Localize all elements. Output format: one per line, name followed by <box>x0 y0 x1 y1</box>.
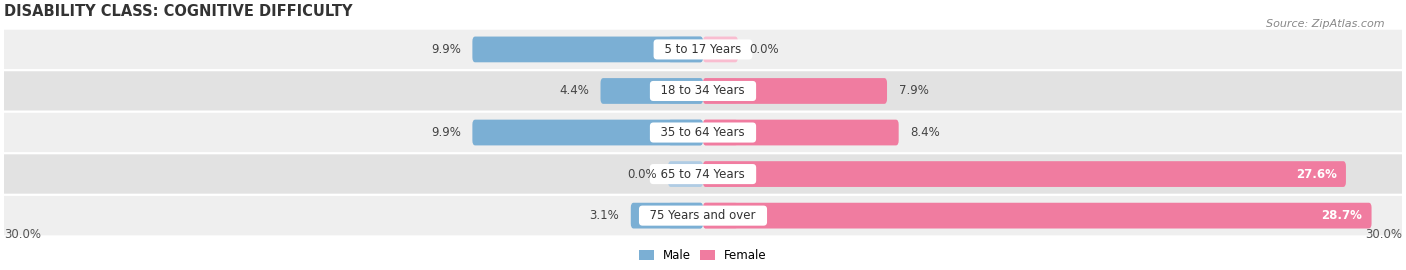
FancyBboxPatch shape <box>668 78 703 104</box>
Text: DISABILITY CLASS: COGNITIVE DIFFICULTY: DISABILITY CLASS: COGNITIVE DIFFICULTY <box>4 4 353 19</box>
FancyBboxPatch shape <box>703 161 1346 187</box>
Text: 9.9%: 9.9% <box>430 43 461 56</box>
FancyBboxPatch shape <box>703 203 1371 228</box>
Text: 35 to 64 Years: 35 to 64 Years <box>654 126 752 139</box>
Text: 0.0%: 0.0% <box>749 43 779 56</box>
Text: Source: ZipAtlas.com: Source: ZipAtlas.com <box>1267 19 1385 29</box>
Text: 30.0%: 30.0% <box>1365 228 1402 241</box>
FancyBboxPatch shape <box>472 120 703 146</box>
FancyBboxPatch shape <box>703 78 887 104</box>
FancyBboxPatch shape <box>703 36 738 62</box>
Legend: Male, Female: Male, Female <box>634 245 772 267</box>
FancyBboxPatch shape <box>600 78 703 104</box>
Text: 18 to 34 Years: 18 to 34 Years <box>654 85 752 97</box>
Text: 4.4%: 4.4% <box>560 85 589 97</box>
FancyBboxPatch shape <box>631 203 703 228</box>
Text: 7.9%: 7.9% <box>898 85 928 97</box>
Text: 0.0%: 0.0% <box>627 168 657 181</box>
Text: 28.7%: 28.7% <box>1322 209 1362 222</box>
FancyBboxPatch shape <box>0 112 1406 153</box>
FancyBboxPatch shape <box>472 36 703 62</box>
FancyBboxPatch shape <box>0 29 1406 70</box>
FancyBboxPatch shape <box>668 36 703 62</box>
FancyBboxPatch shape <box>703 161 738 187</box>
Text: 9.9%: 9.9% <box>430 126 461 139</box>
Text: 75 Years and over: 75 Years and over <box>643 209 763 222</box>
Text: 65 to 74 Years: 65 to 74 Years <box>654 168 752 181</box>
Text: 8.4%: 8.4% <box>910 126 941 139</box>
FancyBboxPatch shape <box>0 153 1406 195</box>
FancyBboxPatch shape <box>668 203 703 228</box>
FancyBboxPatch shape <box>703 120 898 146</box>
FancyBboxPatch shape <box>0 70 1406 112</box>
FancyBboxPatch shape <box>703 203 738 228</box>
Text: 27.6%: 27.6% <box>1296 168 1337 181</box>
Text: 3.1%: 3.1% <box>589 209 619 222</box>
Text: 5 to 17 Years: 5 to 17 Years <box>657 43 749 56</box>
FancyBboxPatch shape <box>668 161 703 187</box>
FancyBboxPatch shape <box>703 78 738 104</box>
FancyBboxPatch shape <box>703 120 738 146</box>
FancyBboxPatch shape <box>668 120 703 146</box>
Text: 30.0%: 30.0% <box>4 228 41 241</box>
FancyBboxPatch shape <box>0 195 1406 237</box>
